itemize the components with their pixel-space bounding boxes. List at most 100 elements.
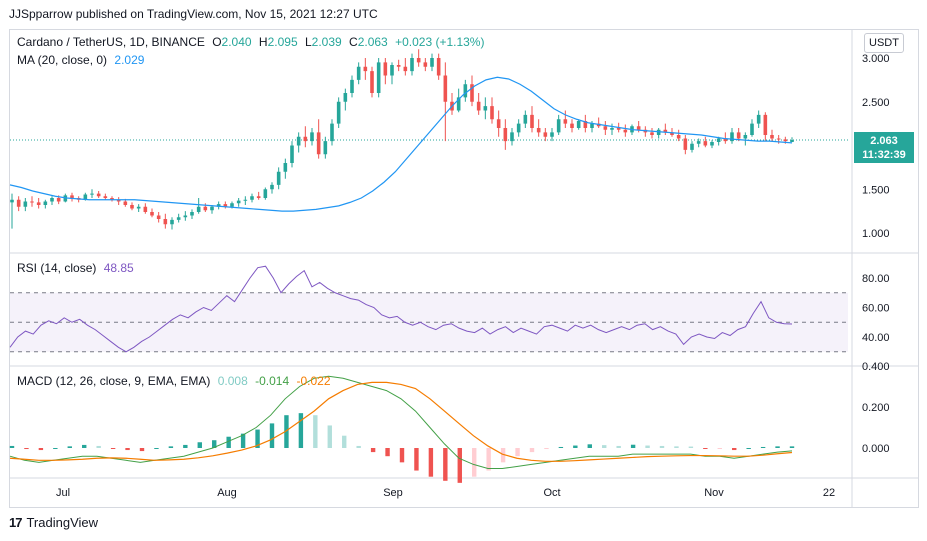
macd-histogram-bar (342, 435, 347, 448)
candle-body (710, 142, 714, 146)
candle-body (216, 204, 221, 207)
last-price-value: 2.063 (870, 135, 898, 147)
candle-body (550, 132, 554, 137)
macd-histogram-bar (414, 448, 419, 471)
ohlc-open: O2.040 (212, 35, 252, 49)
candle-body (56, 198, 61, 202)
rsi-line (9, 265, 793, 353)
candle-body (383, 62, 388, 76)
candle-body (50, 198, 54, 202)
macd-histogram-bar (9, 445, 15, 448)
macd-histogram-bar (255, 429, 260, 448)
macd-histogram-bar (139, 448, 145, 452)
candle-body (483, 106, 488, 111)
ma-line (9, 76, 793, 212)
candle-body (163, 219, 168, 225)
chart-frame[interactable] (9, 29, 919, 508)
candle-body (763, 114, 768, 135)
candle-body (110, 198, 114, 200)
candle-body (363, 66, 368, 72)
candle-body (10, 199, 14, 203)
macd-histogram-bar (183, 444, 188, 448)
ohlc-high: H2.095 (258, 35, 298, 49)
candle-body (143, 206, 148, 212)
candle-body (736, 132, 741, 139)
candle-body (250, 196, 254, 200)
macd-histogram-bar (587, 444, 592, 448)
macd-tick-label: 0.400 (862, 361, 890, 373)
macd-histogram-bar (284, 415, 289, 448)
candle-body (410, 58, 414, 72)
macd-histogram-bar (602, 445, 607, 448)
candle-body (276, 171, 281, 185)
currency-unit-button[interactable]: USDT (864, 33, 904, 53)
candle-body (703, 141, 708, 146)
ma-legend[interactable]: MA (20, close, 0) 2.029 (17, 53, 148, 67)
candle-body (476, 101, 481, 111)
macd-histogram-bar (240, 433, 246, 448)
macd-histogram-bar (38, 448, 44, 451)
candle-body (783, 139, 788, 142)
candle-body (423, 62, 428, 67)
candle-body (770, 135, 774, 139)
candle-body (223, 204, 228, 207)
time-axis-label: Sep (383, 487, 403, 499)
candle-body (96, 193, 101, 197)
candle-body (343, 93, 348, 102)
macd-histogram-bar (674, 446, 679, 448)
ma-value: 2.029 (114, 53, 145, 67)
candle-body (583, 121, 588, 128)
macd-histogram-bar (96, 445, 101, 448)
candle-body (263, 189, 268, 198)
candle-body (36, 202, 41, 205)
macd-histogram-bar (67, 446, 72, 448)
macd-histogram-bar (789, 446, 795, 448)
candle-body (690, 143, 694, 150)
candle-body (570, 123, 574, 128)
tradingview-footer[interactable]: 17 TradingView (9, 515, 98, 530)
candle-body (190, 212, 194, 216)
candle-body (603, 126, 608, 130)
time-axis-label: Oct (543, 487, 560, 499)
candle-body (203, 206, 208, 211)
macd-signal-value: -0.022 (296, 374, 331, 388)
last-price-tag: 2.063 11:32:39 (854, 132, 914, 163)
macd-tick-label: 0.200 (862, 402, 890, 414)
candle-body (116, 199, 121, 202)
price-tick-label: 3.000 (862, 53, 890, 65)
candle-body (676, 135, 681, 139)
macd-histogram-bar (645, 445, 650, 448)
rsi-tick-label: 80.00 (862, 273, 890, 285)
macd-histogram-bar (212, 440, 217, 448)
candle-body (776, 138, 781, 140)
candle-body (103, 196, 108, 198)
rsi-legend[interactable]: RSI (14, close) 48.85 (17, 261, 138, 275)
candle-body (543, 132, 548, 137)
macd-line (9, 375, 793, 469)
macd-histogram-bar (154, 448, 159, 449)
candle-body (370, 71, 374, 93)
candle-body (623, 129, 628, 133)
candle-body (296, 136, 301, 146)
time-axis-label: Aug (217, 487, 237, 499)
candle-body (750, 123, 754, 135)
candle-body (590, 123, 594, 128)
candle-body (503, 128, 508, 142)
candle-body (283, 163, 288, 172)
price-legend: Cardano / TetherUS, 1D, BINANCE O2.040 H… (17, 35, 488, 49)
macd-legend[interactable]: MACD (12, 26, close, 9, EMA, EMA) 0.008 … (17, 374, 335, 388)
macd-histogram-bar (399, 448, 405, 463)
candle-body (396, 65, 401, 67)
macd-histogram-bar (515, 448, 520, 457)
price-change: +0.023 (+1.13%) (395, 35, 485, 49)
publisher-line: JJSpparrow published on TradingView.com,… (9, 7, 378, 21)
macd-histogram-bar (775, 446, 780, 448)
candle-body (70, 195, 74, 198)
macd-histogram-bar (370, 448, 376, 453)
ma-label: MA (20, close, 0) (17, 53, 108, 67)
candle-body (230, 203, 234, 207)
symbol-label[interactable]: Cardano / TetherUS, 1D, BINANCE (17, 35, 205, 49)
macd-histogram-bar (616, 445, 621, 448)
rsi-tick-label: 40.00 (862, 332, 890, 344)
